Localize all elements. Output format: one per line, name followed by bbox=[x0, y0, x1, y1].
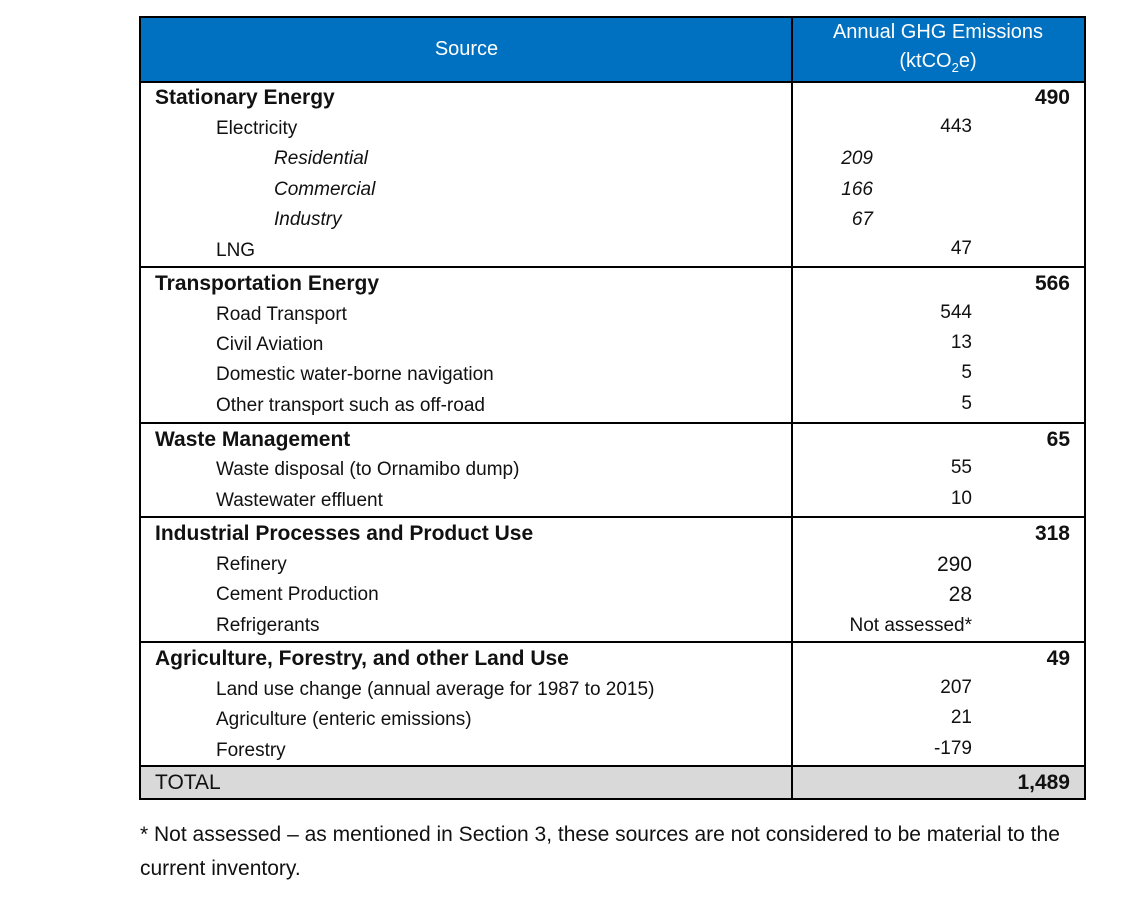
row-value: Not assessed* bbox=[849, 615, 972, 636]
row-label: Domestic water-borne navigation bbox=[216, 364, 494, 385]
row-value: 443 bbox=[940, 116, 972, 137]
row-divider bbox=[141, 765, 1084, 767]
category-label: Industrial Processes and Product Use bbox=[155, 522, 534, 545]
total-label: TOTAL bbox=[155, 771, 221, 794]
category-value: 318 bbox=[1034, 522, 1070, 545]
footnote: * Not assessed – as mentioned in Section… bbox=[140, 823, 1060, 880]
row-label: Residential bbox=[274, 148, 368, 169]
row-label: Cement Production bbox=[216, 584, 379, 605]
category-label: Waste Management bbox=[155, 428, 351, 451]
row-label: Commercial bbox=[274, 179, 376, 200]
row-divider bbox=[141, 516, 1084, 518]
row-label: Civil Aviation bbox=[216, 334, 324, 355]
row-divider bbox=[141, 266, 1084, 268]
row-value: 28 bbox=[948, 583, 972, 606]
category-value: 65 bbox=[1046, 428, 1070, 451]
table-header: Source Annual GHG Emissions (ktCO2e) bbox=[141, 18, 1084, 81]
row-value: 5 bbox=[961, 362, 972, 383]
header-source: Source bbox=[434, 38, 499, 60]
category-label: Transportation Energy bbox=[155, 272, 380, 295]
category-value: 566 bbox=[1034, 272, 1070, 295]
row-value: 21 bbox=[950, 707, 972, 728]
header-emissions: Annual GHG Emissions (ktCO2e) bbox=[792, 18, 1084, 81]
row-value: 544 bbox=[940, 302, 972, 323]
row-value: 209 bbox=[841, 148, 873, 169]
row-label: Industry bbox=[274, 209, 342, 230]
total-value: 1,489 bbox=[1017, 771, 1070, 794]
header-emissions-title: Annual GHG Emissions bbox=[832, 20, 1044, 43]
row-value: 207 bbox=[940, 677, 972, 698]
row-label: Forestry bbox=[216, 740, 286, 761]
row-divider bbox=[141, 422, 1084, 424]
row-divider bbox=[141, 641, 1084, 643]
row-label: Electricity bbox=[216, 118, 298, 139]
row-value: 290 bbox=[936, 553, 972, 576]
header-emissions-unit: (ktCO2e) bbox=[899, 47, 976, 82]
row-label: LNG bbox=[216, 240, 256, 261]
row-label: Refinery bbox=[216, 554, 287, 575]
unit-pre: (ktCO bbox=[899, 49, 952, 72]
row-label: Wastewater effluent bbox=[216, 490, 383, 511]
row-value: 67 bbox=[851, 209, 873, 230]
unit-post: e) bbox=[958, 49, 977, 72]
row-value: 5 bbox=[961, 393, 972, 414]
row-value: 55 bbox=[950, 457, 972, 478]
row-value: -179 bbox=[933, 738, 972, 759]
row-label: Agriculture (enteric emissions) bbox=[216, 709, 472, 730]
row-label: Waste disposal (to Ornamibo dump) bbox=[216, 459, 520, 480]
row-label: Road Transport bbox=[216, 304, 347, 325]
total-row-background bbox=[141, 767, 1084, 798]
row-divider bbox=[141, 81, 1084, 83]
row-value: 47 bbox=[950, 238, 972, 259]
row-label: Refrigerants bbox=[216, 615, 320, 636]
row-value: 166 bbox=[841, 179, 873, 200]
row-value: 10 bbox=[950, 488, 972, 509]
unit-sub: 2 bbox=[951, 59, 959, 75]
column-divider bbox=[791, 18, 793, 798]
category-label: Agriculture, Forestry, and other Land Us… bbox=[155, 647, 569, 670]
row-label: Other transport such as off-road bbox=[216, 395, 485, 416]
category-label: Stationary Energy bbox=[155, 86, 335, 109]
category-value: 490 bbox=[1034, 86, 1070, 109]
emissions-table: Source Annual GHG Emissions (ktCO2e) Sta… bbox=[139, 16, 1086, 800]
row-label: Land use change (annual average for 1987… bbox=[216, 679, 655, 700]
row-value: 13 bbox=[950, 332, 972, 353]
category-value: 49 bbox=[1046, 647, 1070, 670]
